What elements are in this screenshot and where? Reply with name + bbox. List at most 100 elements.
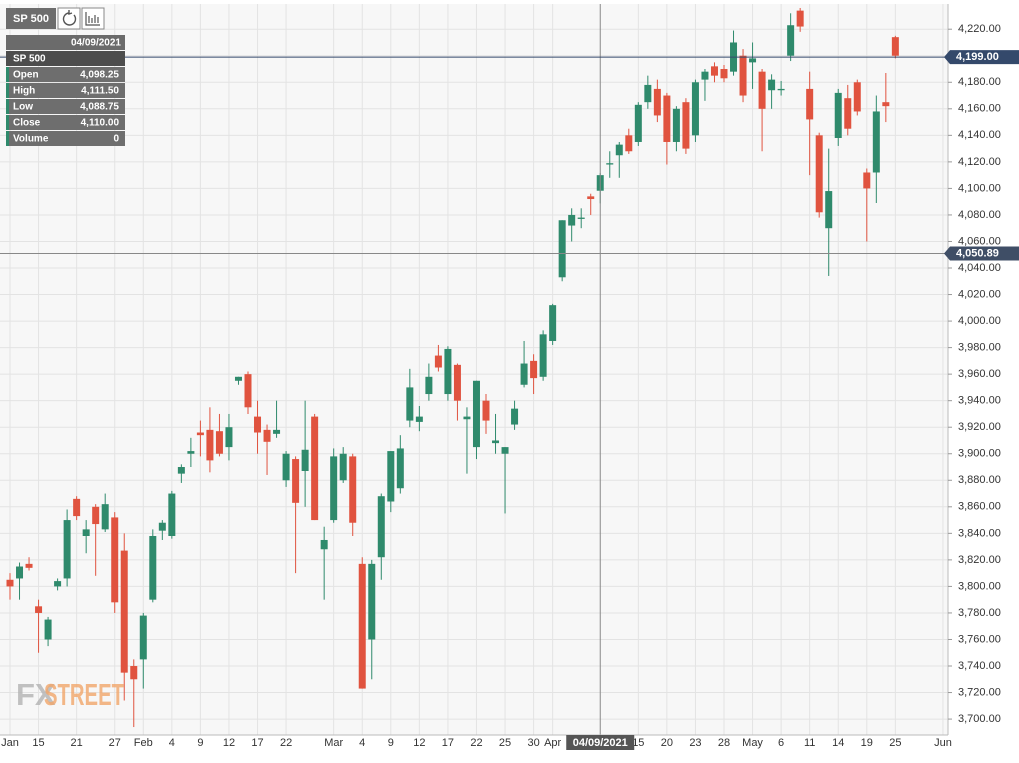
y-tick-label: 3,720.00 bbox=[958, 686, 1001, 698]
candle-body bbox=[282, 453, 290, 481]
panel-row-accent bbox=[6, 99, 9, 114]
candle-body bbox=[653, 88, 661, 116]
x-tick-label: 15 bbox=[32, 737, 44, 749]
info-panel: 04/09/2021 SP 500 Open 4,098.25 High 4,111.… bbox=[6, 35, 125, 146]
y-tick-label: 3,780.00 bbox=[958, 607, 1001, 619]
candle-body bbox=[511, 408, 519, 425]
candle-body bbox=[872, 111, 880, 173]
candle-body bbox=[882, 102, 890, 107]
panel-row bbox=[6, 115, 125, 130]
watermark-street: STREET bbox=[44, 677, 124, 712]
chart-type-icon bbox=[85, 12, 100, 26]
y-tick-label: 3,800.00 bbox=[958, 580, 1001, 592]
candle-body bbox=[682, 102, 690, 149]
panel-row bbox=[6, 99, 125, 114]
panel-row-value: 4,098.25 bbox=[80, 70, 119, 81]
candle-body bbox=[263, 429, 271, 442]
candle-body bbox=[330, 456, 338, 521]
candle-body bbox=[863, 172, 871, 189]
candle-body bbox=[625, 135, 633, 152]
candle-body bbox=[701, 71, 709, 80]
candle-body bbox=[358, 563, 366, 689]
symbol-text: SP 500 bbox=[13, 13, 49, 25]
candle-body bbox=[472, 380, 480, 448]
candle-body bbox=[349, 456, 357, 523]
candle-body bbox=[710, 66, 718, 76]
candles bbox=[6, 7, 899, 728]
candle-body bbox=[63, 520, 71, 579]
candle-body bbox=[215, 431, 223, 454]
x-tick-label: 15 bbox=[632, 737, 644, 749]
x-tick-label: 25 bbox=[889, 737, 901, 749]
panel-row-label: Low bbox=[13, 102, 33, 113]
panel-row-label: High bbox=[13, 86, 35, 97]
price-tag bbox=[944, 50, 1019, 65]
x-tick-label: 21 bbox=[71, 737, 83, 749]
candle-body bbox=[806, 88, 814, 120]
candle-body bbox=[530, 360, 538, 379]
watermark-fx: FX bbox=[16, 677, 56, 712]
candle-body bbox=[387, 451, 395, 502]
candle-body bbox=[539, 334, 547, 377]
panel-row-label: Close bbox=[13, 118, 41, 129]
candle-body bbox=[368, 563, 376, 640]
y-tick-label: 3,900.00 bbox=[958, 448, 1001, 460]
candle-body bbox=[339, 453, 347, 481]
panel-date: 04/09/2021 bbox=[71, 38, 121, 49]
x-tick-label: 25 bbox=[499, 737, 511, 749]
panel-row bbox=[6, 67, 125, 82]
panel-row-value: 4,088.75 bbox=[80, 102, 119, 113]
x-tick-label: Feb bbox=[134, 737, 153, 749]
panel-row-label: Open bbox=[13, 70, 39, 81]
panel-symbol: SP 500 bbox=[13, 54, 46, 65]
price-tag-label: 4,050.89 bbox=[956, 247, 999, 259]
y-tick-label: 3,740.00 bbox=[958, 660, 1001, 672]
symbol-button[interactable] bbox=[6, 8, 56, 29]
candle-body bbox=[320, 539, 328, 550]
x-tick-label: 22 bbox=[470, 737, 482, 749]
candle-body bbox=[244, 374, 252, 408]
price-tag bbox=[944, 246, 1019, 261]
candle-body bbox=[434, 355, 442, 368]
x-tick-label: Jun bbox=[934, 737, 952, 749]
panel-row bbox=[6, 131, 125, 146]
panel-row bbox=[6, 83, 125, 98]
x-tick-label: 23 bbox=[689, 737, 701, 749]
candle-body bbox=[834, 92, 842, 138]
candle-body bbox=[501, 447, 509, 454]
candle-body bbox=[101, 504, 109, 530]
x-tick-label: 22 bbox=[280, 737, 292, 749]
candle-body bbox=[254, 416, 262, 433]
candle-body bbox=[25, 563, 33, 568]
panel-row-accent bbox=[6, 83, 9, 98]
chart-type-button[interactable] bbox=[81, 7, 105, 30]
candle-body bbox=[196, 432, 204, 436]
x-tick-label: 12 bbox=[223, 737, 235, 749]
y-tick-label: 3,980.00 bbox=[958, 342, 1001, 354]
y-tick-label: 4,120.00 bbox=[958, 156, 1001, 168]
candle-body bbox=[396, 448, 404, 489]
y-tick-label: 4,100.00 bbox=[958, 182, 1001, 194]
candle-body bbox=[311, 416, 319, 521]
x-tick-label: 28 bbox=[718, 737, 730, 749]
candle-body bbox=[663, 95, 671, 142]
y-tick-label: 3,860.00 bbox=[958, 501, 1001, 513]
candle-body bbox=[158, 522, 166, 531]
x-tick-label: Apr bbox=[544, 737, 561, 749]
x-tick-label: 4 bbox=[359, 737, 365, 749]
candle-body bbox=[149, 535, 157, 600]
y-tick-label: 4,060.00 bbox=[958, 235, 1001, 247]
candle-body bbox=[777, 88, 785, 91]
candle-body bbox=[606, 163, 614, 165]
x-tick-label: 17 bbox=[442, 737, 454, 749]
panel-row-accent bbox=[6, 131, 9, 146]
candle-body bbox=[377, 496, 385, 558]
candle-body bbox=[644, 84, 652, 103]
y-tick-label: 3,940.00 bbox=[958, 395, 1001, 407]
candle-body bbox=[111, 517, 119, 603]
x-tick-label: 9 bbox=[197, 737, 203, 749]
refresh-button[interactable] bbox=[57, 7, 81, 30]
x-tick-label: 30 bbox=[527, 737, 539, 749]
x-tick-label: 11 bbox=[804, 737, 815, 749]
